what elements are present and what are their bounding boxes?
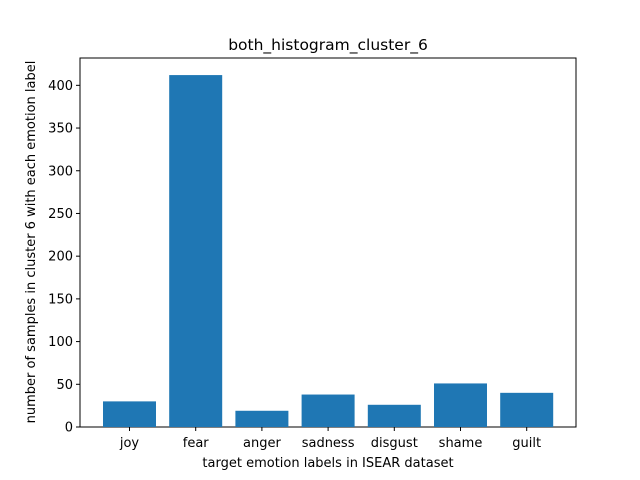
y-tick-label-100: 100	[48, 335, 73, 350]
bar-anger	[235, 410, 289, 427]
bar-fear	[169, 75, 223, 427]
y-tick-label-350: 350	[48, 122, 73, 137]
chart-title: both_histogram_cluster_6	[228, 36, 428, 55]
bar-disgust	[367, 404, 421, 427]
x-tick-label-fear: fear	[183, 436, 210, 451]
bar-joy	[103, 401, 156, 428]
bar-shame	[434, 383, 487, 427]
y-axis-ticks: 0 50 100 150 200 250 300 350 400	[48, 79, 80, 436]
x-axis-label: target emotion labels in ISEAR dataset	[202, 456, 453, 471]
x-tick-label-joy: joy	[119, 436, 140, 451]
bars-group	[103, 75, 554, 428]
x-axis-ticks: joy fear anger sadness disgust shame guilt	[119, 427, 541, 451]
y-tick-label-200: 200	[48, 250, 73, 265]
x-tick-label-disgust: disgust	[371, 436, 418, 451]
y-tick-label-400: 400	[48, 79, 73, 94]
y-tick-label-0: 0	[65, 421, 73, 436]
y-tick-label-300: 300	[48, 164, 73, 179]
y-axis-label: number of samples in cluster 6 with each…	[24, 61, 39, 424]
y-tick-label-150: 150	[48, 292, 73, 307]
y-tick-label-50: 50	[56, 378, 73, 393]
x-tick-label-guilt: guilt	[512, 436, 541, 451]
x-tick-label-sadness: sadness	[302, 436, 355, 451]
bar-sadness	[301, 394, 355, 427]
plot-frame	[79, 57, 577, 428]
x-tick-label-anger: anger	[243, 436, 281, 451]
bar-guilt	[500, 392, 554, 427]
y-tick-label-250: 250	[48, 207, 73, 222]
x-tick-label-shame: shame	[439, 436, 483, 451]
